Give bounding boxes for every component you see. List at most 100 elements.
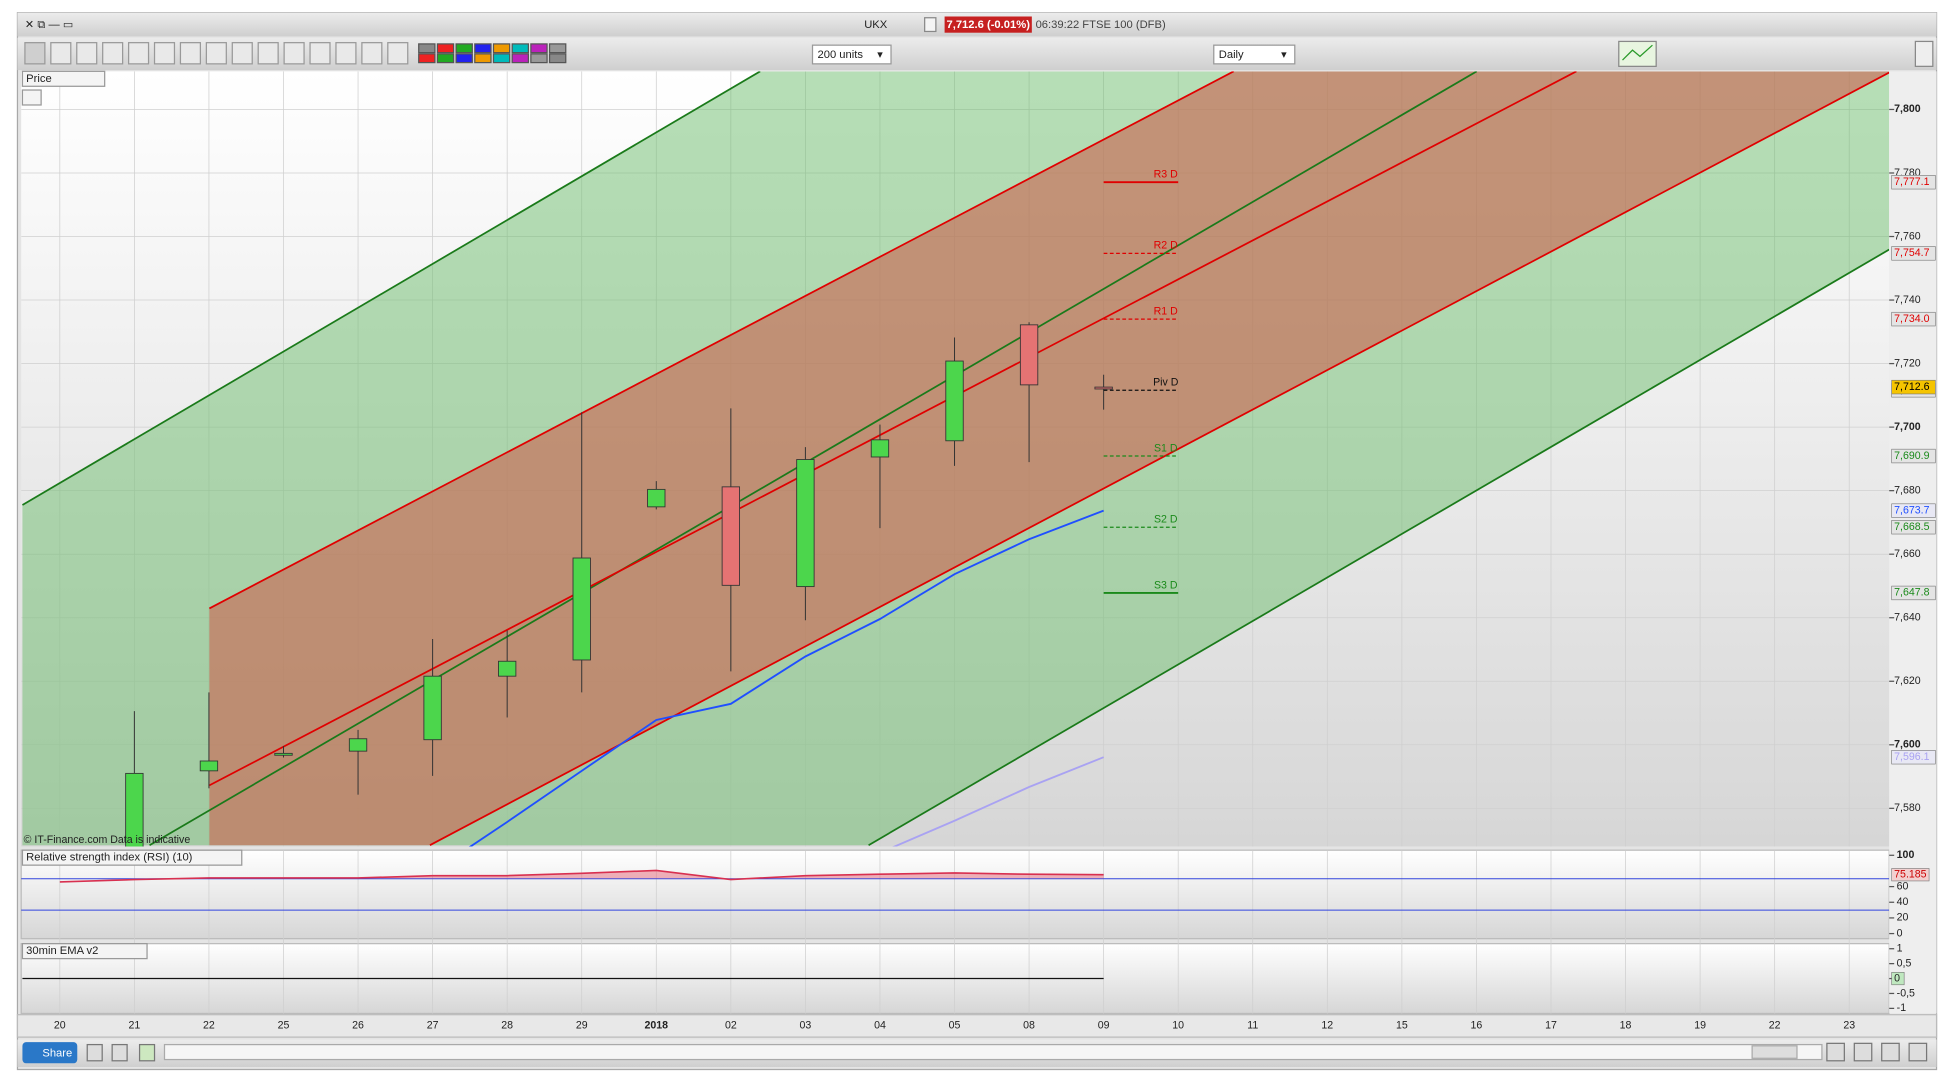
pivot-label: R2 D xyxy=(1154,240,1178,252)
info-icon[interactable] xyxy=(924,17,937,33)
candle-body xyxy=(945,360,964,442)
y-tick-label: 7,660 xyxy=(1894,548,1921,560)
color-swatch[interactable] xyxy=(455,53,473,64)
panel-header[interactable] xyxy=(21,70,106,87)
quote-box xyxy=(944,16,1032,33)
tool-button[interactable] xyxy=(138,1043,156,1062)
tool-button[interactable] xyxy=(111,1043,128,1062)
color-swatch[interactable] xyxy=(511,53,530,64)
axis-value-label: 0 xyxy=(1894,972,1900,984)
candle-body xyxy=(796,459,815,588)
channel-line xyxy=(149,71,1478,846)
color-swatch[interactable] xyxy=(530,43,548,54)
period: Daily xyxy=(1219,49,1244,61)
tool-button[interactable] xyxy=(127,42,150,65)
y-tick-label: 1 xyxy=(1897,943,1903,955)
candle-body xyxy=(348,738,368,752)
color-swatch[interactable] xyxy=(418,43,436,54)
color-swatch[interactable] xyxy=(530,53,548,64)
note: © IT-Finance.com Data is indicative xyxy=(24,834,191,846)
scrollbar[interactable] xyxy=(163,1043,1823,1061)
tool-button[interactable] xyxy=(335,42,357,65)
y-tick-label: 7,740 xyxy=(1894,294,1921,306)
tool-button[interactable] xyxy=(86,1043,103,1062)
dropdown-arrow: ▾ xyxy=(877,49,883,61)
axis-value-label: 7,647.8 xyxy=(1894,587,1929,599)
candle-body xyxy=(199,760,219,772)
tool-button[interactable] xyxy=(1826,1042,1845,1062)
y-tick-label: 7,580 xyxy=(1894,802,1921,814)
x-tick-label: 10 xyxy=(1172,1020,1184,1032)
x-tick-label: 20 xyxy=(54,1020,66,1032)
tool-button[interactable] xyxy=(50,42,72,65)
x-tick-label: 17 xyxy=(1545,1020,1557,1032)
pivot-label: R1 D xyxy=(1154,305,1178,317)
window-controls[interactable]: ✕ ⧉ — ▭ xyxy=(25,19,74,31)
panel-header[interactable] xyxy=(21,943,148,960)
y-tick-label: 7,760 xyxy=(1894,230,1921,242)
tool-button[interactable] xyxy=(179,42,202,65)
dropdown-arrow: ▾ xyxy=(1281,49,1287,61)
color-swatch[interactable] xyxy=(474,53,492,64)
axis-value-label: 7,734.0 xyxy=(1894,313,1929,325)
tool-button[interactable] xyxy=(231,42,253,65)
tool-button[interactable] xyxy=(102,42,124,65)
panel-header[interactable] xyxy=(21,849,243,866)
axis-value-box xyxy=(1891,750,1936,765)
marks: R3 D R2 D R1 D Piv D S1 D S2 D S3 D xyxy=(125,169,1179,847)
color-swatch[interactable] xyxy=(492,43,511,54)
tool-button[interactable] xyxy=(205,42,227,65)
color-swatch[interactable] xyxy=(455,43,473,54)
zoom-in-button[interactable] xyxy=(1908,1042,1928,1062)
side-button[interactable] xyxy=(1914,40,1934,67)
tool-button[interactable] xyxy=(257,42,279,65)
x-tick-label: 29 xyxy=(576,1020,588,1032)
tool-button[interactable] xyxy=(24,42,46,65)
tool-button[interactable] xyxy=(309,42,331,65)
y-tick-label: 7,800 xyxy=(1894,103,1921,115)
color-swatch[interactable] xyxy=(418,53,436,64)
indicator-marks xyxy=(21,850,1890,1014)
pivot-label: S2 D xyxy=(1154,514,1178,526)
x-tick-label: 05 xyxy=(949,1020,961,1032)
ema-line xyxy=(892,756,1104,847)
axis-value-label: 7,754.7 xyxy=(1894,247,1929,259)
units-dropdown[interactable] xyxy=(811,44,892,65)
pivot-label: Piv D xyxy=(1153,377,1179,389)
color-swatch[interactable] xyxy=(436,53,455,64)
x-tick-label: 15 xyxy=(1396,1020,1408,1032)
panel-title: 30min EMA v2 xyxy=(26,945,98,957)
candle-body xyxy=(125,772,144,847)
x-tick-label: 25 xyxy=(278,1020,290,1032)
share-button[interactable] xyxy=(22,1042,78,1064)
tool-button[interactable] xyxy=(153,42,176,65)
y-tick-label: 7,700 xyxy=(1894,421,1921,433)
x-tick-label: 16 xyxy=(1471,1020,1483,1032)
chart-style-icon xyxy=(1622,44,1653,61)
tool-button[interactable] xyxy=(387,42,409,65)
color-swatch[interactable] xyxy=(511,43,530,54)
color-swatch[interactable] xyxy=(548,53,567,64)
x-tick-label: 22 xyxy=(203,1020,215,1032)
refresh-button[interactable] xyxy=(21,89,42,106)
candle-body xyxy=(498,660,517,677)
axis-value-label: 75.185 xyxy=(1894,869,1926,881)
color-swatch[interactable] xyxy=(492,53,511,64)
quote: 7,712.6 (-0.01%) xyxy=(946,19,1030,31)
tool-button[interactable] xyxy=(76,42,98,65)
color-swatch[interactable] xyxy=(474,43,492,54)
color-swatch[interactable] xyxy=(436,43,455,54)
zoom-button[interactable] xyxy=(1853,1042,1873,1062)
y-tick-label: 20 xyxy=(1897,912,1909,924)
color-swatch[interactable] xyxy=(548,43,567,54)
zoom-out-button[interactable] xyxy=(1881,1042,1900,1062)
panel-title: Price xyxy=(26,73,52,85)
tool-button[interactable] xyxy=(283,42,305,65)
tool-button[interactable] xyxy=(361,42,383,65)
period-dropdown[interactable] xyxy=(1213,44,1296,65)
scroll-thumb[interactable] xyxy=(1751,1045,1798,1059)
price-axis xyxy=(1889,71,1937,1014)
channel-line xyxy=(208,71,1577,787)
date-axis xyxy=(16,1014,1938,1038)
axis-value-box xyxy=(1891,448,1936,464)
